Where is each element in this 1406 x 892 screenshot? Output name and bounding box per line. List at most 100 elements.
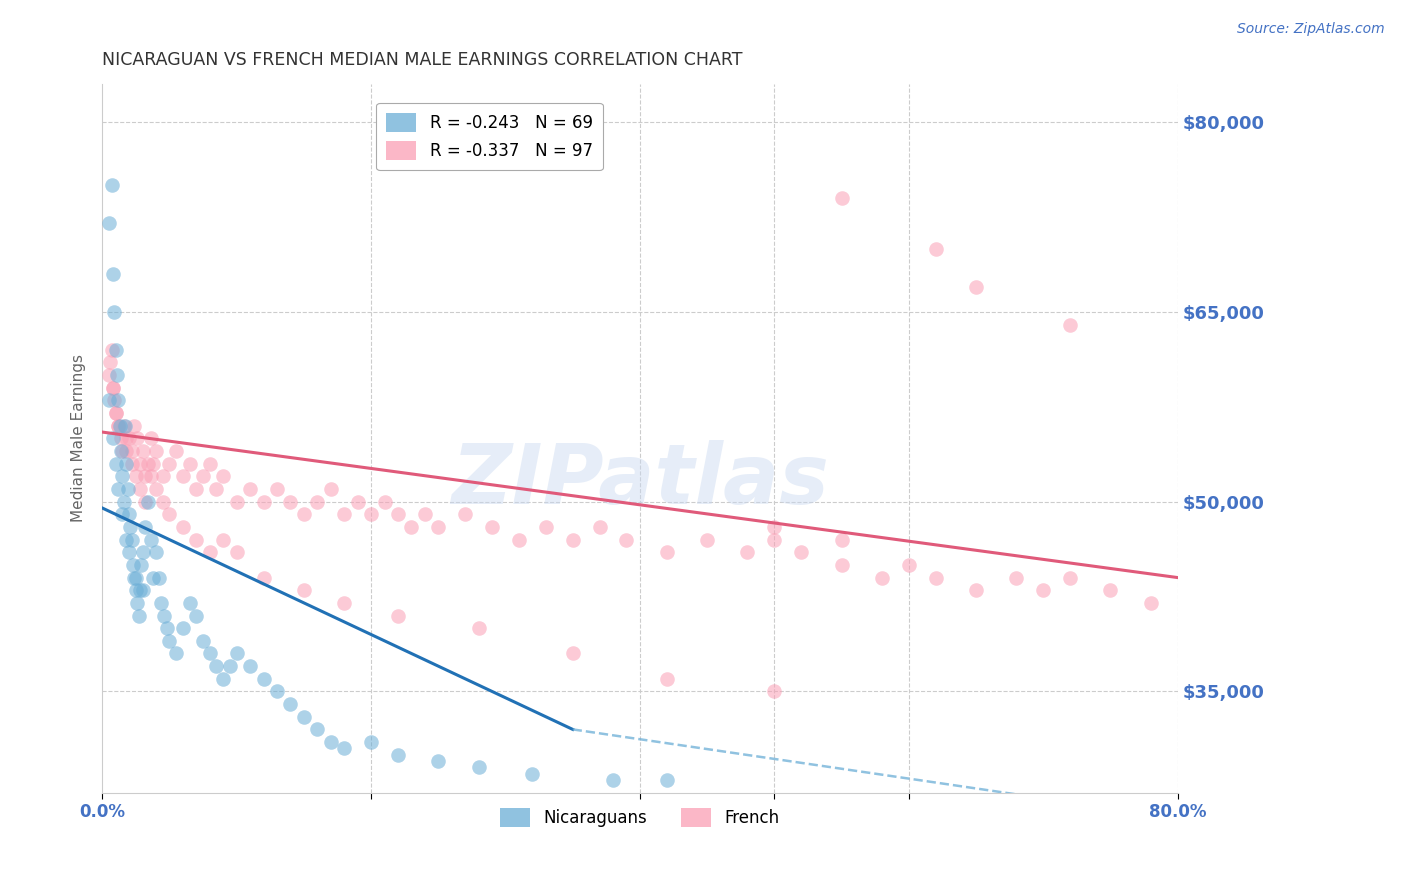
Point — [186, 533, 208, 547]
Point — [134, 494, 156, 508]
Point — [763, 533, 786, 547]
Point — [205, 482, 228, 496]
Point — [387, 747, 409, 762]
Point — [115, 444, 138, 458]
Point — [127, 431, 149, 445]
Point — [965, 583, 987, 598]
Point — [111, 469, 134, 483]
Point — [128, 583, 150, 598]
Point — [198, 545, 221, 559]
Point — [112, 418, 135, 433]
Point — [333, 508, 356, 522]
Point — [588, 520, 610, 534]
Point — [307, 723, 329, 737]
Point — [179, 457, 201, 471]
Point — [1032, 583, 1054, 598]
Point — [111, 508, 134, 522]
Point — [307, 494, 329, 508]
Point — [131, 444, 153, 458]
Point — [107, 418, 129, 433]
Point — [108, 418, 131, 433]
Point — [148, 570, 170, 584]
Point — [198, 457, 221, 471]
Point — [115, 431, 138, 445]
Point — [136, 494, 159, 508]
Point — [205, 659, 228, 673]
Point — [561, 533, 583, 547]
Point — [105, 368, 128, 383]
Point — [97, 393, 120, 408]
Point — [112, 494, 135, 508]
Point — [142, 457, 165, 471]
Point — [114, 418, 136, 433]
Point — [97, 216, 120, 230]
Point — [172, 469, 194, 483]
Point — [413, 508, 436, 522]
Point — [186, 482, 208, 496]
Point — [1099, 583, 1122, 598]
Point — [118, 545, 141, 559]
Point — [107, 418, 129, 433]
Point — [239, 482, 262, 496]
Point — [98, 355, 121, 369]
Point — [924, 242, 946, 256]
Point — [401, 520, 423, 534]
Point — [965, 279, 987, 293]
Point — [655, 672, 678, 686]
Point — [125, 570, 148, 584]
Point — [897, 558, 920, 572]
Point — [292, 710, 315, 724]
Point — [831, 558, 853, 572]
Point — [198, 647, 221, 661]
Point — [100, 178, 122, 193]
Point — [454, 508, 477, 522]
Point — [212, 672, 235, 686]
Point — [292, 583, 315, 598]
Point — [427, 520, 450, 534]
Point — [346, 494, 368, 508]
Point — [142, 570, 165, 584]
Text: ZIPatlas: ZIPatlas — [451, 441, 830, 522]
Point — [134, 520, 156, 534]
Text: NICARAGUAN VS FRENCH MEDIAN MALE EARNINGS CORRELATION CHART: NICARAGUAN VS FRENCH MEDIAN MALE EARNING… — [103, 51, 742, 69]
Point — [115, 533, 138, 547]
Point — [159, 633, 181, 648]
Point — [252, 672, 274, 686]
Point — [115, 457, 138, 471]
Point — [763, 684, 786, 698]
Point — [172, 520, 194, 534]
Point — [125, 583, 148, 598]
Point — [128, 608, 150, 623]
Point — [1059, 318, 1081, 332]
Point — [128, 457, 150, 471]
Point — [128, 482, 150, 496]
Point — [737, 545, 759, 559]
Point — [125, 469, 148, 483]
Point — [127, 596, 149, 610]
Point — [139, 431, 162, 445]
Point — [870, 570, 893, 584]
Point — [107, 482, 129, 496]
Legend: Nicaraguans, French: Nicaraguans, French — [494, 801, 786, 834]
Point — [360, 508, 382, 522]
Point — [333, 741, 356, 756]
Point — [111, 444, 134, 458]
Point — [101, 267, 124, 281]
Text: Source: ZipAtlas.com: Source: ZipAtlas.com — [1237, 22, 1385, 37]
Point — [117, 482, 139, 496]
Point — [124, 418, 146, 433]
Point — [655, 772, 678, 787]
Point — [139, 533, 162, 547]
Point — [121, 533, 143, 547]
Point — [172, 621, 194, 635]
Point — [292, 508, 315, 522]
Point — [159, 508, 181, 522]
Point — [266, 482, 288, 496]
Point — [831, 191, 853, 205]
Point — [239, 659, 262, 673]
Point — [186, 608, 208, 623]
Point — [252, 494, 274, 508]
Point — [118, 431, 141, 445]
Point — [150, 596, 173, 610]
Point — [1059, 570, 1081, 584]
